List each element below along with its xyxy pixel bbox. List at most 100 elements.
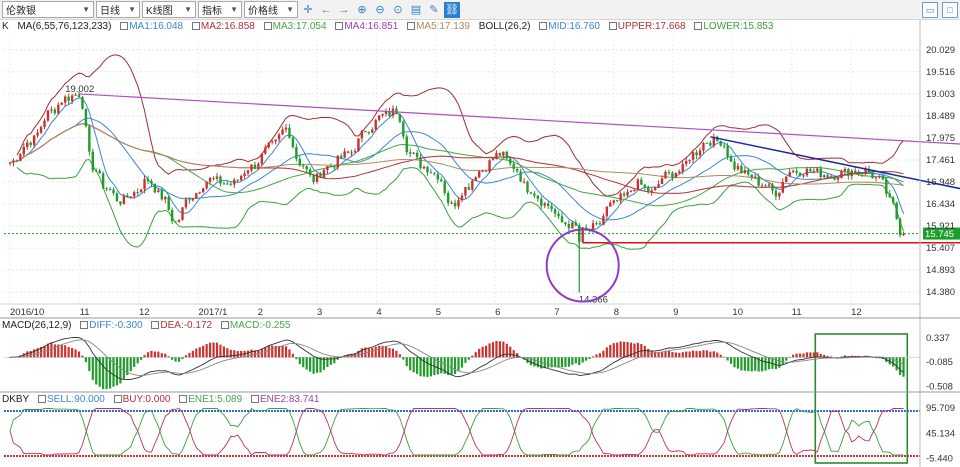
candle-body	[43, 120, 46, 127]
x-tick-label: 5	[436, 307, 441, 318]
candle-body	[698, 150, 702, 156]
period-select[interactable]: 日线 ▼	[96, 1, 140, 18]
checkbox-icon[interactable]	[191, 22, 200, 30]
blue-downtrend-line	[710, 136, 960, 190]
checkbox-icon[interactable]	[113, 395, 122, 403]
candle-body	[895, 202, 898, 220]
crosshair-icon[interactable]: ✛	[303, 4, 313, 16]
candle-body	[398, 114, 402, 122]
y-tick-label: 14.893	[926, 265, 955, 276]
macd-bar	[733, 357, 736, 368]
macd-bar	[36, 348, 39, 358]
link-icon[interactable]: ⛓	[444, 1, 460, 18]
candle-body	[381, 113, 384, 116]
macd-bar	[140, 357, 143, 360]
candle-body	[64, 96, 67, 103]
macd-bar	[384, 346, 388, 358]
legend-ma5: MA5:17.139	[416, 21, 470, 32]
macd-bar	[119, 357, 122, 384]
candle-body	[491, 158, 495, 161]
price-line-select[interactable]: 价格线 ▼	[244, 1, 298, 18]
macd-bar	[322, 357, 326, 370]
macd-bar	[129, 357, 132, 372]
candle-body	[112, 189, 115, 194]
arrow-right-icon[interactable]: →	[338, 3, 350, 16]
candle-body	[353, 151, 357, 153]
zoom-reset-icon[interactable]: ⊙	[393, 4, 403, 16]
candle-body	[771, 184, 774, 191]
macd-bar	[374, 346, 377, 358]
candle-body	[12, 160, 15, 163]
candle-body	[502, 151, 505, 156]
checkbox-icon[interactable]	[539, 22, 548, 30]
macd-bar	[215, 342, 219, 358]
candle-body	[429, 172, 433, 174]
candle-body	[81, 96, 84, 109]
candle-body	[350, 152, 353, 154]
candle-body	[284, 127, 288, 130]
candle-body	[57, 104, 60, 114]
checkbox-icon[interactable]	[263, 22, 272, 30]
checkbox-icon[interactable]	[120, 22, 129, 30]
instrument-select[interactable]: 伦敦银 ▼	[2, 1, 94, 18]
y-tick-label: 17.975	[926, 133, 955, 144]
candle-body	[840, 171, 843, 178]
macd-bar	[395, 350, 398, 358]
checkbox-icon[interactable]	[179, 395, 188, 403]
candle-body	[195, 193, 198, 199]
candle-body	[660, 178, 664, 184]
candle-body	[153, 183, 157, 193]
candle-body	[202, 188, 205, 193]
pencil-icon[interactable]: ✎	[429, 4, 439, 16]
checkbox-icon[interactable]	[694, 22, 703, 30]
macd-bar	[174, 357, 177, 362]
candle-body	[8, 162, 12, 164]
candle-body	[257, 163, 260, 169]
candle-body	[360, 130, 364, 139]
dkby-y-tick-label: 95.709	[926, 403, 955, 414]
x-tick-label: 11	[792, 307, 802, 318]
candle-body	[847, 168, 850, 176]
macd-bar	[364, 347, 367, 358]
chart-settings-icon[interactable]: ▤	[410, 4, 422, 16]
arrow-left-icon[interactable]: ←	[320, 3, 332, 16]
ma1-line	[9, 97, 905, 230]
checkbox-icon[interactable]	[407, 22, 416, 30]
macd-bar	[830, 356, 833, 358]
candle-body	[657, 183, 660, 188]
candle-body	[874, 177, 878, 179]
legend-boll-params: BOLL(26,2)	[478, 21, 531, 32]
chart-type-select-value: K线图	[146, 6, 173, 17]
chart-type-select[interactable]: K线图 ▼	[142, 1, 196, 18]
x-tick-label: 2016/10	[10, 307, 44, 318]
macd-bar	[664, 350, 667, 358]
checkbox-icon[interactable]	[335, 22, 344, 30]
y-tick-label: 14.380	[926, 287, 955, 298]
indicator-select[interactable]: 指标 ▼	[198, 1, 242, 18]
checkbox-icon[interactable]	[151, 321, 160, 329]
checkbox-icon[interactable]	[608, 22, 617, 30]
restore-icon[interactable]: ▭	[922, 2, 938, 18]
candle-body	[760, 185, 764, 187]
zoom-out-icon[interactable]: ⊖	[375, 4, 385, 16]
checkbox-icon[interactable]	[250, 395, 259, 403]
checkbox-icon[interactable]	[38, 395, 47, 403]
maximize-icon[interactable]: □	[942, 2, 958, 18]
macd-y-tick-label: 0.337	[926, 333, 950, 344]
candle-body	[705, 142, 709, 144]
checkbox-icon[interactable]	[80, 321, 89, 329]
candle-body	[578, 225, 581, 242]
macd-bar	[126, 357, 129, 376]
macd-bar	[488, 343, 491, 358]
x-tick-label: 7	[554, 307, 559, 318]
candle-body	[647, 186, 650, 193]
checkbox-icon[interactable]	[220, 321, 229, 329]
candle-body	[329, 166, 333, 168]
legend-ene1: ENE1:5.089	[188, 394, 243, 405]
low-highlight-circle	[545, 228, 620, 303]
macd-bar	[202, 345, 205, 358]
zoom-in-icon[interactable]: ⊕	[357, 4, 367, 16]
dkby-y-tick-label: -5.440	[926, 454, 953, 465]
candle-body	[36, 132, 39, 136]
